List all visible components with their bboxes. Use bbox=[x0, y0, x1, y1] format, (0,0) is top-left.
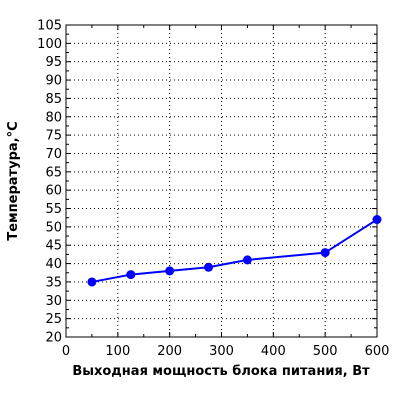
y-tick-label: 35 bbox=[45, 275, 62, 290]
y-tick-label: 80 bbox=[45, 110, 62, 125]
data-point bbox=[242, 255, 252, 265]
y-tick-label: 95 bbox=[45, 55, 62, 70]
y-tick-label: 25 bbox=[45, 312, 62, 327]
x-tick-label: 0 bbox=[62, 344, 70, 359]
x-tick-labels: 0 100 200 300 400 500 600 bbox=[62, 344, 390, 359]
data-point bbox=[372, 215, 382, 225]
y-tick-label: 85 bbox=[45, 92, 62, 107]
y-tick-label: 40 bbox=[45, 257, 62, 272]
x-tick-label: 400 bbox=[261, 344, 286, 359]
y-tick-label: 45 bbox=[45, 239, 62, 254]
x-tick-label: 200 bbox=[157, 344, 182, 359]
data-point bbox=[204, 262, 214, 272]
series-layer bbox=[87, 215, 382, 287]
y-axis-label: Температура,°С bbox=[6, 121, 21, 240]
x-tick-label: 100 bbox=[105, 344, 130, 359]
y-tick-label: 20 bbox=[45, 331, 62, 346]
y-tick-label: 100 bbox=[37, 37, 62, 52]
y-tick-label: 60 bbox=[45, 184, 62, 199]
y-tick-label: 70 bbox=[45, 147, 62, 162]
data-point bbox=[87, 277, 97, 287]
y-tick-label: 55 bbox=[45, 202, 62, 217]
data-point bbox=[126, 270, 136, 280]
y-tick-labels: 20 25 30 35 40 45 50 55 60 65 70 75 80 85 90 95 100 105 bbox=[37, 19, 62, 346]
x-tick-label: 300 bbox=[209, 344, 234, 359]
y-tick-label: 90 bbox=[45, 74, 62, 89]
y-tick-label: 30 bbox=[45, 294, 62, 309]
y-tick-label: 105 bbox=[37, 19, 62, 34]
y-tick-label: 50 bbox=[45, 220, 62, 235]
plot-frame bbox=[65, 24, 378, 338]
data-point bbox=[165, 266, 175, 276]
x-axis-label: Выходная мощность блока питания, Вт bbox=[72, 364, 370, 379]
y-tick-label: 75 bbox=[45, 129, 62, 144]
grid bbox=[66, 25, 377, 337]
data-point bbox=[320, 248, 330, 258]
x-tick-label: 600 bbox=[365, 344, 390, 359]
x-tick-label: 500 bbox=[313, 344, 338, 359]
y-tick-label: 65 bbox=[45, 165, 62, 180]
